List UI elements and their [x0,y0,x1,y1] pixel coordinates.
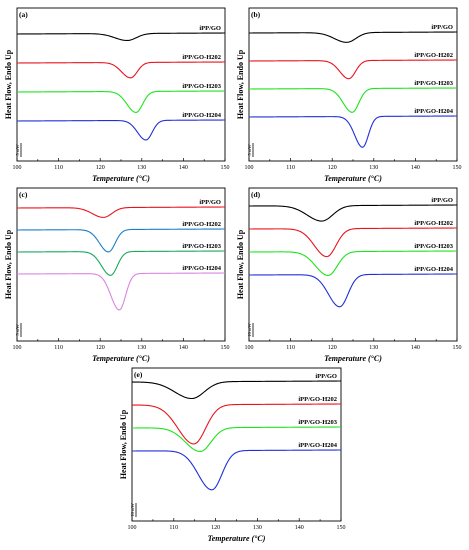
series-label: iPP/GO-H202 [182,54,221,61]
y-axis-label: Heat Flow, Endo Up [4,229,13,299]
y-axis-label: Heat Flow, Endo Up [236,49,245,119]
x-tick-label: 130 [137,165,146,171]
series-line-0 [16,32,226,42]
series-line-2 [249,250,457,276]
series-line-2 [17,250,225,276]
y-axis-label: Heat Flow, Endo Up [4,49,13,119]
scale-bar-label: 10 mW [130,503,135,517]
series-line-1 [248,59,458,80]
chart-panel-b: 100 110 120 130 140 150 Temperature (°C) Heat F… [236,7,462,183]
x-tick-label: 130 [253,525,262,531]
series-label: iPP/GO-H203 [298,419,337,426]
x-tick-label: 150 [221,345,230,351]
x-tick-label: 110 [54,345,63,351]
series-line-1 [16,61,226,79]
series-label: iPP/GO-H202 [414,52,453,59]
x-tick-label: 110 [286,345,295,351]
series-label: iPP/GO-H203 [182,83,221,90]
series-label: iPP/GO [199,25,221,32]
panel-label: (d) [251,190,261,199]
x-tick-label: 140 [179,165,188,171]
panel-label: (a) [19,10,28,19]
x-tick-label: 120 [328,345,337,351]
series-label: iPP/GO-H202 [182,221,221,228]
x-tick-label: 140 [179,345,188,351]
panel-label: (b) [251,10,261,19]
series-label: iPP/GO-H204 [414,266,453,273]
series-label: iPP/GO-H203 [182,243,221,250]
x-tick-label: 130 [369,165,378,171]
y-axis-label: Heat Flow, Endo Up [236,229,245,299]
plot-frame [248,187,458,342]
panel-label: (c) [19,190,28,199]
series-line-0 [249,31,458,43]
x-tick-label: 150 [221,165,230,171]
scale-bar-label: 5 mW [15,144,20,156]
x-tick-label: 150 [453,345,462,351]
panel-label: (e) [134,370,143,379]
series-line-3 [132,449,341,491]
x-tick-label: 100 [13,165,22,171]
x-axis-label: Temperature (°C) [324,354,382,363]
x-tick-label: 140 [411,345,420,351]
series-label: iPP/GO-H204 [414,108,453,115]
x-tick-label: 110 [54,165,63,171]
x-tick-label: 150 [453,165,462,171]
series-label: iPP/GO-H203 [414,243,453,250]
series-line-0 [249,204,457,222]
chart-panel-e: 100 110 120 130 140 150 Temperature (°C) Heat F… [119,367,346,543]
x-tick-label: 120 [96,345,105,351]
x-tick-label: 100 [128,525,137,531]
x-tick-label: 120 [211,525,220,531]
series-label: iPP/GO [431,24,453,31]
x-tick-label: 100 [13,345,22,351]
series-line-3 [17,119,225,141]
scale-bar-label: 5 mW [15,324,20,336]
x-axis-label: Temperature (°C) [324,174,382,183]
scale-bar-label: 10 mW [247,323,252,337]
scale-bar-label: 5 mW [247,144,252,156]
series-label: iPP/GO-H202 [414,220,453,227]
x-axis-label: Temperature (°C) [92,174,150,183]
series-line-3 [17,272,225,311]
series-line-1 [17,228,225,253]
series-line-1 [132,403,341,445]
chart-panel-d: 100 110 120 130 140 150 Temperature (°C) Heat F… [236,187,462,363]
series-line-0 [17,206,225,218]
x-axis-label: Temperature (°C) [208,534,266,543]
series-line-3 [249,115,457,148]
series-line-2 [249,87,457,113]
x-tick-label: 130 [137,345,146,351]
series-line-2 [17,90,225,113]
x-tick-label: 100 [245,165,254,171]
x-tick-label: 140 [295,525,304,531]
series-label: iPP/GO-H203 [414,80,453,87]
series-label: iPP/GO-H204 [298,442,337,449]
x-tick-label: 120 [96,165,105,171]
series-line-0 [131,380,341,400]
series-label: iPP/GO-H202 [298,396,337,403]
series-line-2 [132,426,341,453]
y-axis-label: Heat Flow, Endo Up [119,409,128,479]
x-axis-label: Temperature (°C) [92,354,150,363]
series-label: iPP/GO [431,197,453,204]
chart-panel-c: 100 110 120 130 140 150 Temperature (°C) Heat F… [4,187,230,363]
x-tick-label: 130 [369,345,378,351]
series-label: iPP/GO [199,199,221,206]
x-tick-label: 100 [245,345,254,351]
x-tick-label: 150 [337,525,346,531]
chart-panel-a: 100 110 120 130 140 150 Temperature (°C) Heat F… [4,7,230,183]
series-label: iPP/GO [315,373,337,380]
series-line-1 [249,227,457,258]
x-tick-label: 110 [286,165,295,171]
x-tick-label: 110 [169,525,178,531]
x-tick-label: 140 [411,165,420,171]
series-label: iPP/GO-H204 [182,112,221,119]
series-label: iPP/GO-H204 [182,265,221,272]
series-line-3 [249,273,457,308]
x-tick-label: 120 [328,165,337,171]
